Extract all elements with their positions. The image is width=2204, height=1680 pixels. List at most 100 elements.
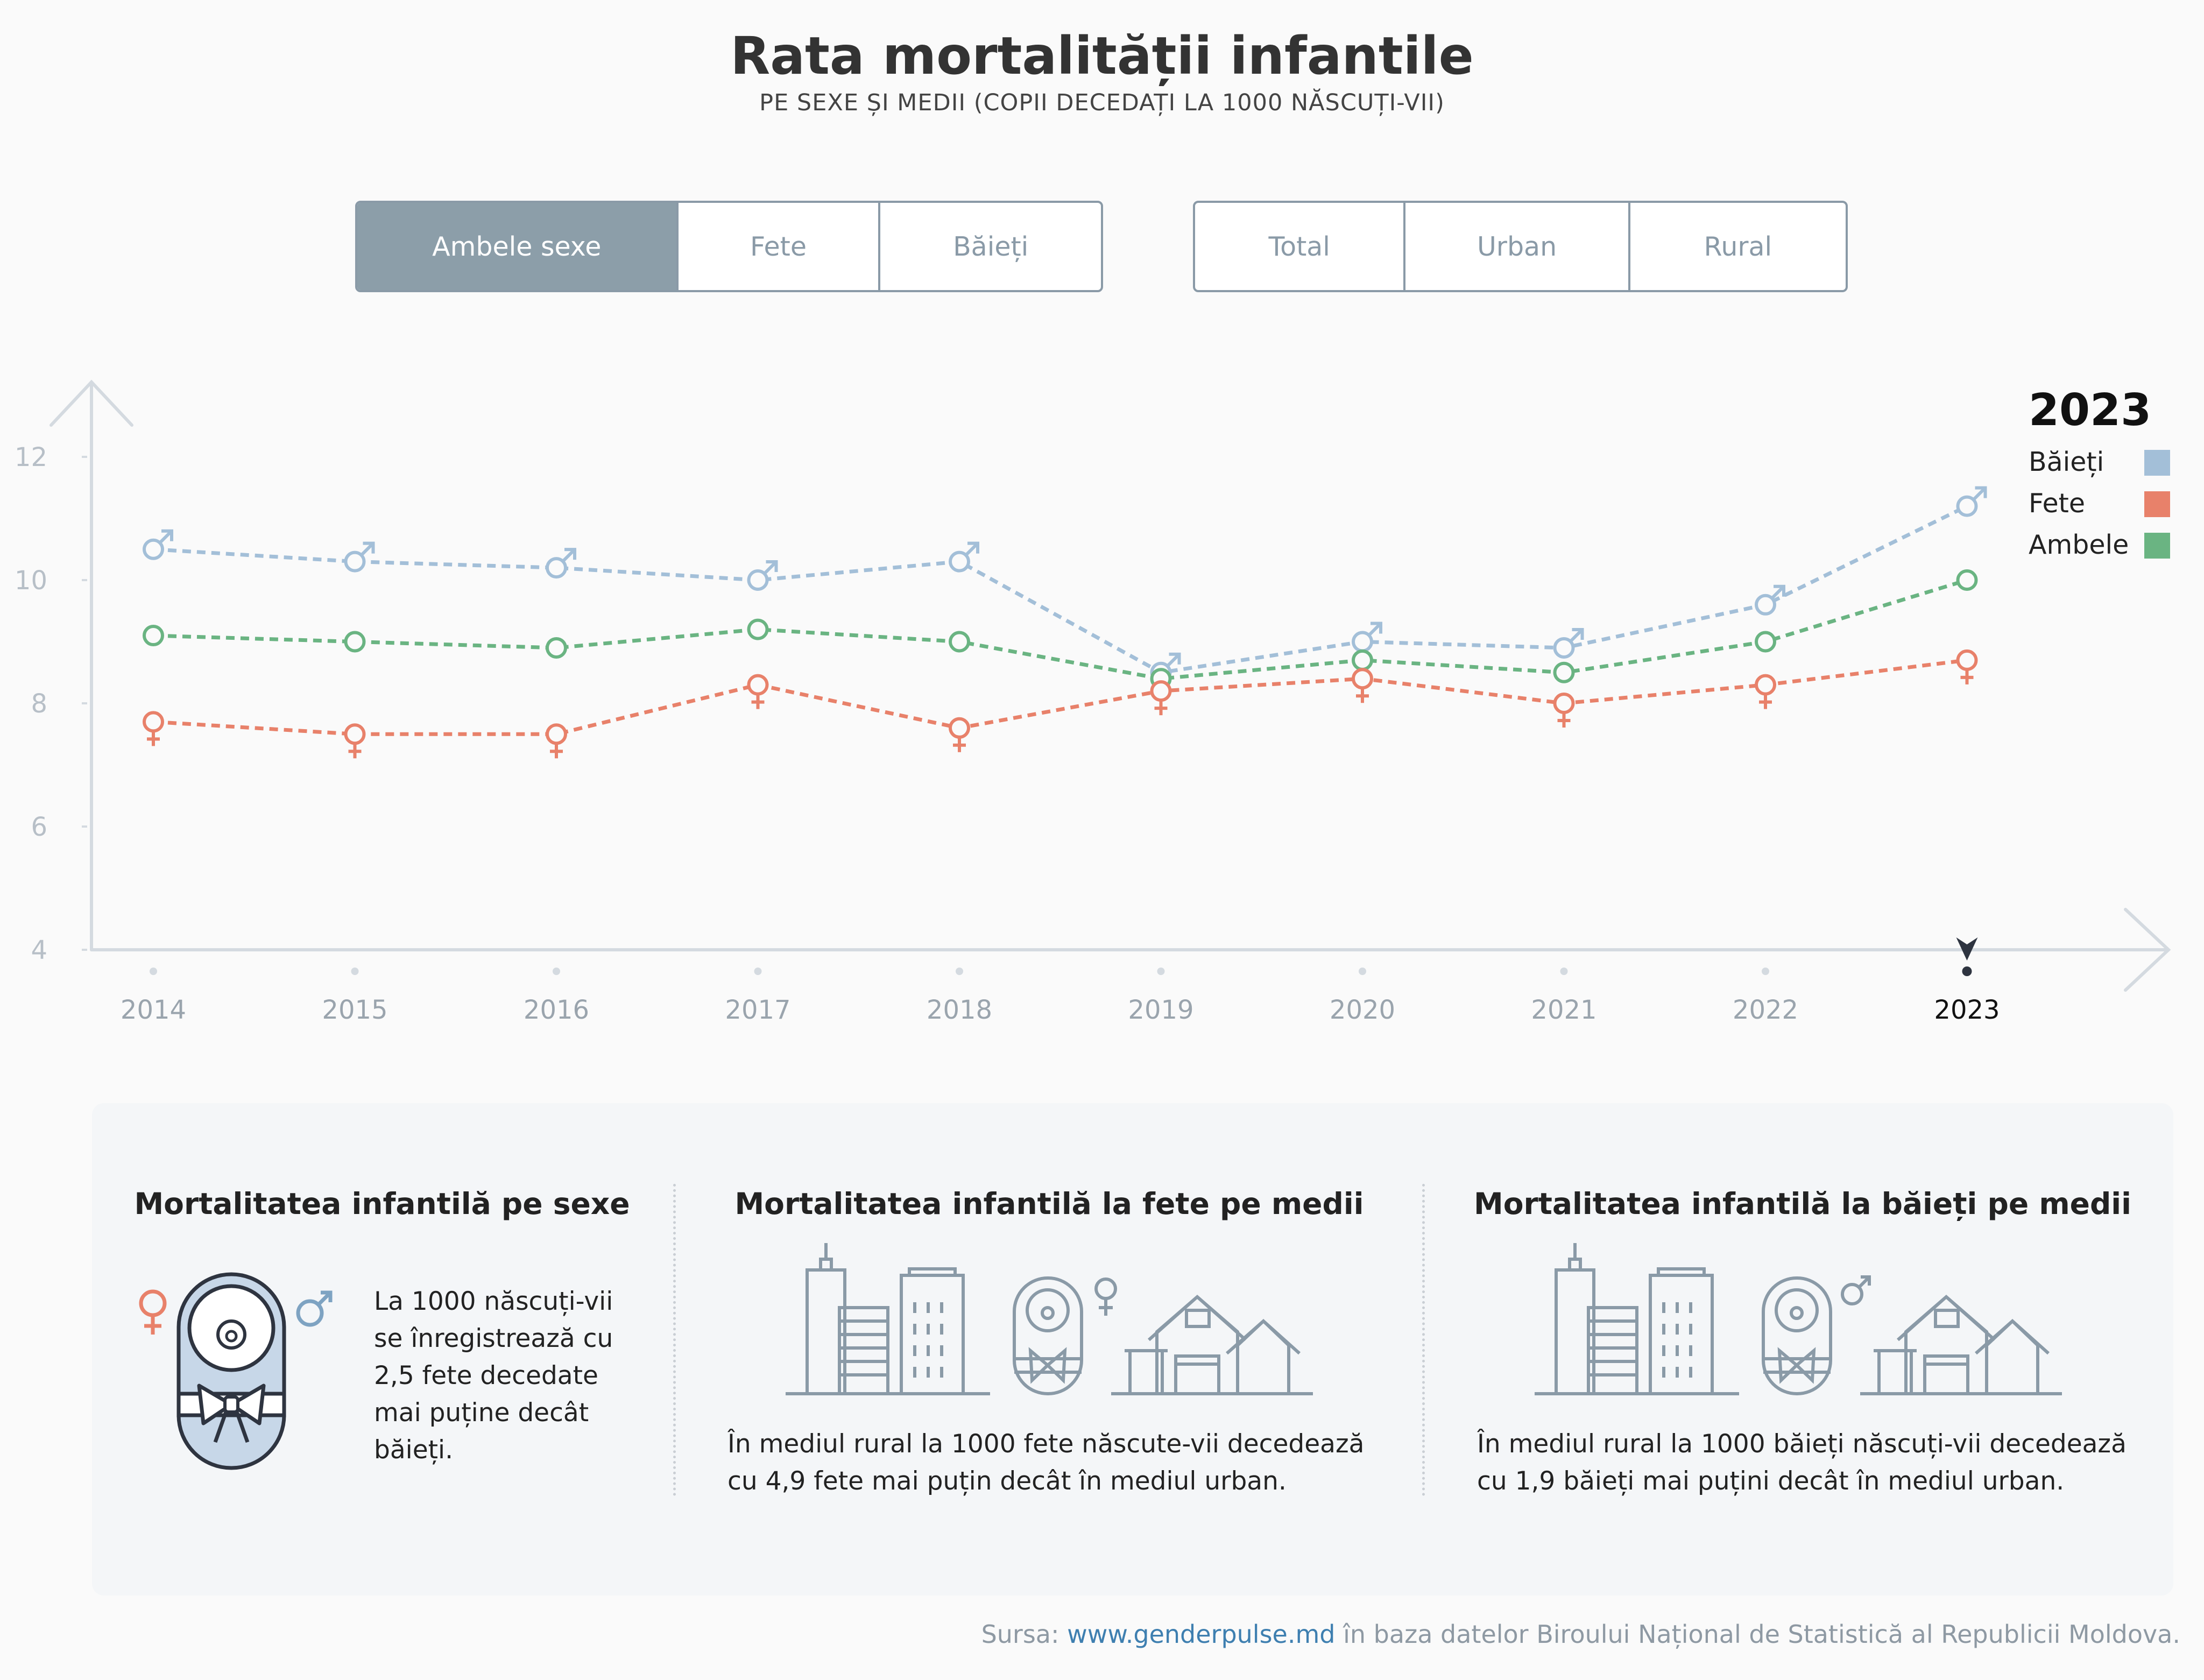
- male-symbol-icon: [296, 1290, 333, 1327]
- data-point: [747, 618, 769, 640]
- chart-axes: [50, 379, 2171, 992]
- legend-item-boys[interactable]: Băieți: [2029, 443, 2170, 485]
- x-tick-label: 2023: [1934, 995, 2000, 1025]
- female-symbol-icon: [550, 743, 563, 759]
- city-baby-village-icon-boys: [1535, 1243, 2062, 1395]
- card-title-girls-by-area: Mortalitatea infantilă la fete pe medii: [734, 1187, 1364, 1221]
- chart-series: [143, 486, 1987, 759]
- x-tick-dot: [754, 968, 762, 975]
- series-line: [153, 504, 1968, 675]
- x-tick-dot: [1962, 966, 1972, 976]
- data-point: [546, 637, 567, 659]
- x-tick-dot: [553, 968, 560, 975]
- legend-swatch: [2144, 450, 2170, 476]
- data-point: [1352, 649, 1373, 671]
- x-tick-dot: [150, 968, 157, 975]
- y-tick-label: 6: [31, 812, 47, 842]
- data-point: [143, 538, 164, 560]
- x-tick-label: 2015: [322, 995, 387, 1025]
- y-axis-ticks: 4 6 8 10 12: [15, 442, 87, 965]
- data-point: [143, 625, 164, 647]
- x-tick-dot: [956, 968, 963, 975]
- legend-item-both[interactable]: Ambele: [2029, 526, 2170, 568]
- x-tick-label: 2018: [927, 995, 992, 1025]
- city-baby-village-icon-girls: [786, 1243, 1313, 1395]
- filter-urban-button[interactable]: Urban: [1405, 203, 1630, 290]
- x-tick-label: 2019: [1128, 995, 1193, 1025]
- female-symbol-icon: [1960, 669, 1974, 684]
- source-link[interactable]: www.genderpulse.md: [1067, 1620, 1336, 1649]
- male-symbol-icon: [1166, 652, 1181, 667]
- male-symbol-icon: [561, 548, 576, 563]
- female-symbol-icon: [1759, 694, 1772, 709]
- x-tick-dot: [1157, 968, 1165, 975]
- legend-item-girls[interactable]: Fete: [2029, 485, 2170, 526]
- male-symbol-icon: [763, 560, 778, 575]
- data-point: [1956, 649, 1978, 671]
- legend-label: Băieți: [2029, 447, 2104, 477]
- x-tick-label: 2014: [121, 995, 186, 1025]
- card-text-boys-by-area: În mediul rural la 1000 băieți născuți-v…: [1477, 1429, 2127, 1496]
- legend-label: Fete: [2029, 488, 2086, 519]
- card-text-girls-by-area: În mediul rural la 1000 fete născute-vii…: [727, 1429, 1365, 1496]
- data-point: [546, 557, 567, 579]
- x-tick-dot: [1560, 968, 1568, 975]
- y-tick-label: 12: [15, 442, 47, 472]
- legend-label: Ambele: [2029, 530, 2129, 560]
- x-axis-arrow: [2124, 908, 2171, 992]
- data-point: [949, 717, 970, 739]
- filter-rural-button[interactable]: Rural: [1704, 231, 1772, 262]
- data-point: [1956, 569, 1978, 591]
- area-filter: Total Urban Rural: [1193, 201, 1848, 292]
- card-title-boys-by-area: Mortalitatea infantilă la băieți pe medi…: [1473, 1187, 2132, 1221]
- filter-girls-button[interactable]: Fete: [679, 203, 881, 290]
- data-point: [1553, 693, 1575, 714]
- sex-filter: Ambele sexe Fete Băieți: [355, 201, 1103, 292]
- selected-year-marker: [1956, 937, 1978, 961]
- male-symbol-icon: [1770, 584, 1785, 599]
- female-symbol-icon: [348, 743, 362, 759]
- filter-boys-button[interactable]: Băieți: [953, 231, 1029, 262]
- x-tick-label: 2022: [1733, 995, 1798, 1025]
- female-symbol-icon: [147, 731, 160, 746]
- data-point: [1755, 674, 1776, 696]
- male-symbol-icon: [964, 541, 979, 556]
- legend-swatch: [2144, 491, 2170, 517]
- series-line: [153, 658, 1967, 736]
- y-tick-label: 4: [31, 935, 47, 965]
- female-symbol-icon: [1154, 700, 1168, 716]
- data-point: [747, 674, 769, 696]
- chart-legend: 2023 Băieți Fete Ambele: [2029, 385, 2170, 568]
- male-symbol-icon: [1569, 627, 1584, 643]
- y-tick-label: 8: [31, 689, 47, 719]
- source-note: Sursa: www.genderpulse.md în baza datelo…: [981, 1620, 2180, 1649]
- male-symbol-icon: [158, 529, 173, 544]
- female-symbol-icon: [1557, 712, 1571, 728]
- swaddled-baby-icon: [139, 1272, 333, 1470]
- data-point: [143, 711, 164, 733]
- page-subtitle: PE SEXE ȘI MEDII (COPII DECEDAȚI LA 1000…: [759, 89, 1445, 116]
- legend-year: 2023: [2029, 385, 2152, 436]
- series-Ambele: [143, 569, 1978, 690]
- filter-both-sexes-button[interactable]: Ambele sexe: [357, 203, 679, 290]
- line-chart: 4 6 8 10 12 2014 2015 2016 2017 2018 2019 2020 2021…: [15, 379, 2171, 1025]
- card-title-by-sex: Mortalitatea infantilă pe sexe: [134, 1187, 630, 1221]
- male-symbol-icon: [1367, 622, 1382, 637]
- data-point: [747, 569, 769, 591]
- data-point: [1150, 680, 1172, 702]
- x-tick-dot: [351, 968, 359, 975]
- x-tick-dot: [1359, 968, 1366, 975]
- filter-total-button[interactable]: Total: [1195, 203, 1406, 290]
- data-point: [1352, 631, 1373, 653]
- data-point: [1956, 495, 1978, 517]
- x-tick-label: 2021: [1531, 995, 1597, 1025]
- female-symbol-icon: [1356, 688, 1369, 703]
- x-tick-dot: [1762, 968, 1769, 975]
- series-Băieți: [143, 486, 1987, 683]
- data-point: [1553, 637, 1575, 659]
- data-point: [1755, 594, 1776, 616]
- card-text-by-sex: La 1000 născuți-vii se înregistrează cu …: [374, 1287, 613, 1465]
- card-divider: [1422, 1184, 1425, 1496]
- data-point: [344, 550, 366, 573]
- page-title: Rata mortalității infantile: [730, 26, 1474, 86]
